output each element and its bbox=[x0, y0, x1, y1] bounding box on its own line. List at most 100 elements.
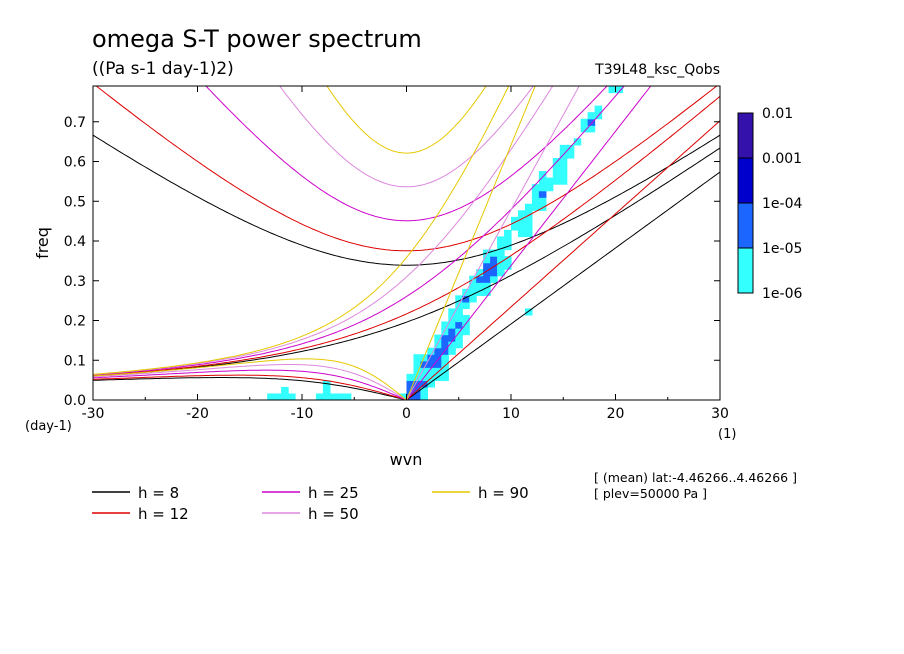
spectrum-cell bbox=[462, 314, 470, 323]
spectrum-cell bbox=[448, 321, 456, 329]
dispersion-curve-h25 bbox=[205, 86, 608, 222]
spectrum-cell bbox=[281, 386, 289, 395]
spectrum-cell bbox=[441, 321, 449, 329]
x-unit-label: (1) bbox=[718, 427, 736, 442]
dispersion-curve-h50 bbox=[279, 86, 534, 188]
spectrum-cell bbox=[573, 138, 582, 146]
spectrum-cell bbox=[538, 171, 547, 179]
spectrum-cell bbox=[413, 360, 422, 368]
spectrum-cell bbox=[413, 373, 422, 381]
spectrum-cell bbox=[538, 177, 547, 185]
spectrum-cell bbox=[504, 256, 512, 264]
spectrum-cell bbox=[566, 144, 575, 153]
spectrum-cell bbox=[476, 275, 484, 283]
y-tick-label: 0.5 bbox=[64, 194, 86, 210]
spectrum-cell bbox=[511, 223, 519, 231]
spectrum-cell bbox=[267, 393, 275, 400]
legend-label-h8: h = 8 bbox=[138, 484, 179, 502]
spectrum-cell bbox=[462, 295, 470, 303]
spectrum-cell bbox=[497, 236, 505, 244]
spectrum-cell bbox=[497, 249, 505, 257]
x-axis-label: wvn bbox=[390, 450, 423, 469]
y-tick-label: 0.1 bbox=[64, 353, 86, 369]
y-axis-label: freq bbox=[33, 227, 52, 259]
x-tick-label: 0 bbox=[402, 406, 411, 422]
spectrum-cell bbox=[552, 164, 561, 172]
spectrum-cell bbox=[587, 125, 596, 133]
spectrum-cell bbox=[504, 229, 512, 238]
spectrum-cell bbox=[434, 360, 442, 368]
dispersion-curve-h12 bbox=[93, 374, 407, 400]
dispersion-curves bbox=[93, 86, 720, 400]
spectrum-cell bbox=[455, 308, 463, 316]
colorbar-label: 1e-06 bbox=[762, 286, 802, 302]
spectrum-cell bbox=[483, 262, 491, 270]
spectrum-cell bbox=[497, 269, 505, 277]
spectrum-cell bbox=[504, 262, 512, 270]
spectrum-cell bbox=[580, 125, 589, 133]
spectrum-cell bbox=[406, 380, 415, 388]
spectrum-cell bbox=[462, 328, 470, 336]
dispersion-curve-h25 bbox=[93, 86, 625, 376]
spectrum-cell bbox=[427, 380, 435, 388]
spectrum-cell bbox=[504, 236, 512, 244]
dispersion-curve-h8 bbox=[93, 134, 720, 266]
chart-title: omega S-T power spectrum bbox=[92, 25, 422, 53]
spectrum-cell bbox=[517, 223, 526, 231]
spectrum-cell bbox=[441, 360, 449, 368]
spectrum-cell bbox=[427, 367, 435, 375]
colorbar-swatch bbox=[737, 157, 754, 204]
spectrum-cell bbox=[455, 334, 463, 342]
colorbar-label: 1e-05 bbox=[762, 241, 802, 257]
spectrum-cell bbox=[476, 269, 484, 277]
spectrum-cell bbox=[329, 393, 338, 400]
spectrum-cell bbox=[608, 86, 617, 94]
spectrum-cell bbox=[483, 275, 491, 283]
plot-area bbox=[93, 86, 720, 400]
spectrum-cell bbox=[455, 314, 463, 323]
spectrum-cell bbox=[455, 295, 463, 303]
spectrum-cell bbox=[490, 275, 498, 283]
spectrum-cell bbox=[517, 229, 526, 238]
x-axis-ticks: -30 -20 -10 0 10 20 30 bbox=[82, 86, 729, 422]
x-tick-label: 10 bbox=[502, 406, 520, 422]
x-tick-label: -30 bbox=[82, 406, 105, 422]
dispersion-curve-h12 bbox=[406, 120, 720, 400]
spectrum-cell bbox=[441, 347, 449, 355]
spectrum-cell bbox=[469, 282, 477, 290]
spectrum-cell bbox=[483, 256, 491, 264]
spectrum-cell bbox=[524, 223, 533, 231]
y-tick-label: 0.2 bbox=[64, 314, 86, 330]
spectrum-cell bbox=[559, 171, 568, 179]
spectrum-cell bbox=[469, 295, 477, 303]
y-axis-ticks: 0.0 0.1 0.2 0.3 0.4 0.5 0.6 0.7 bbox=[64, 115, 720, 409]
dispersion-curve-h50 bbox=[93, 364, 407, 400]
spectrum-cell bbox=[427, 360, 435, 368]
spectrum-cell bbox=[580, 118, 589, 126]
legend: h = 8 h = 12 h = 25 h = 50 h = 90 bbox=[92, 484, 529, 523]
spectrum-cell bbox=[559, 164, 568, 172]
spectrum-cell bbox=[274, 393, 282, 400]
colorbar-swatch bbox=[737, 202, 754, 249]
spectrum-cell bbox=[559, 157, 568, 166]
spectrum-cell bbox=[322, 393, 331, 400]
spectrum-cell bbox=[427, 354, 435, 362]
spectrum-cell bbox=[441, 341, 449, 349]
spectrum-cell bbox=[413, 380, 422, 388]
annotation-lat-range: [ (mean) lat:-4.46266..4.46266 ] bbox=[594, 470, 797, 485]
colorbar-label: 0.001 bbox=[762, 151, 802, 167]
y-unit-label: (day-1) bbox=[25, 419, 72, 434]
spectrum-cell bbox=[420, 367, 428, 375]
spectrum-cell bbox=[615, 86, 624, 94]
spectrum-cell bbox=[490, 249, 498, 257]
colorbar-swatch bbox=[737, 112, 754, 159]
spectrum-cell bbox=[315, 393, 324, 400]
spectrum-cell bbox=[545, 184, 554, 192]
spectrum-cell bbox=[441, 334, 449, 342]
spectrum-cell bbox=[448, 334, 456, 342]
spectrum-cell bbox=[524, 229, 533, 238]
spectrum-cell bbox=[524, 203, 533, 211]
spectrum-cell bbox=[587, 118, 596, 126]
spectrum-cell bbox=[462, 301, 470, 310]
legend-label-h12: h = 12 bbox=[138, 505, 189, 523]
